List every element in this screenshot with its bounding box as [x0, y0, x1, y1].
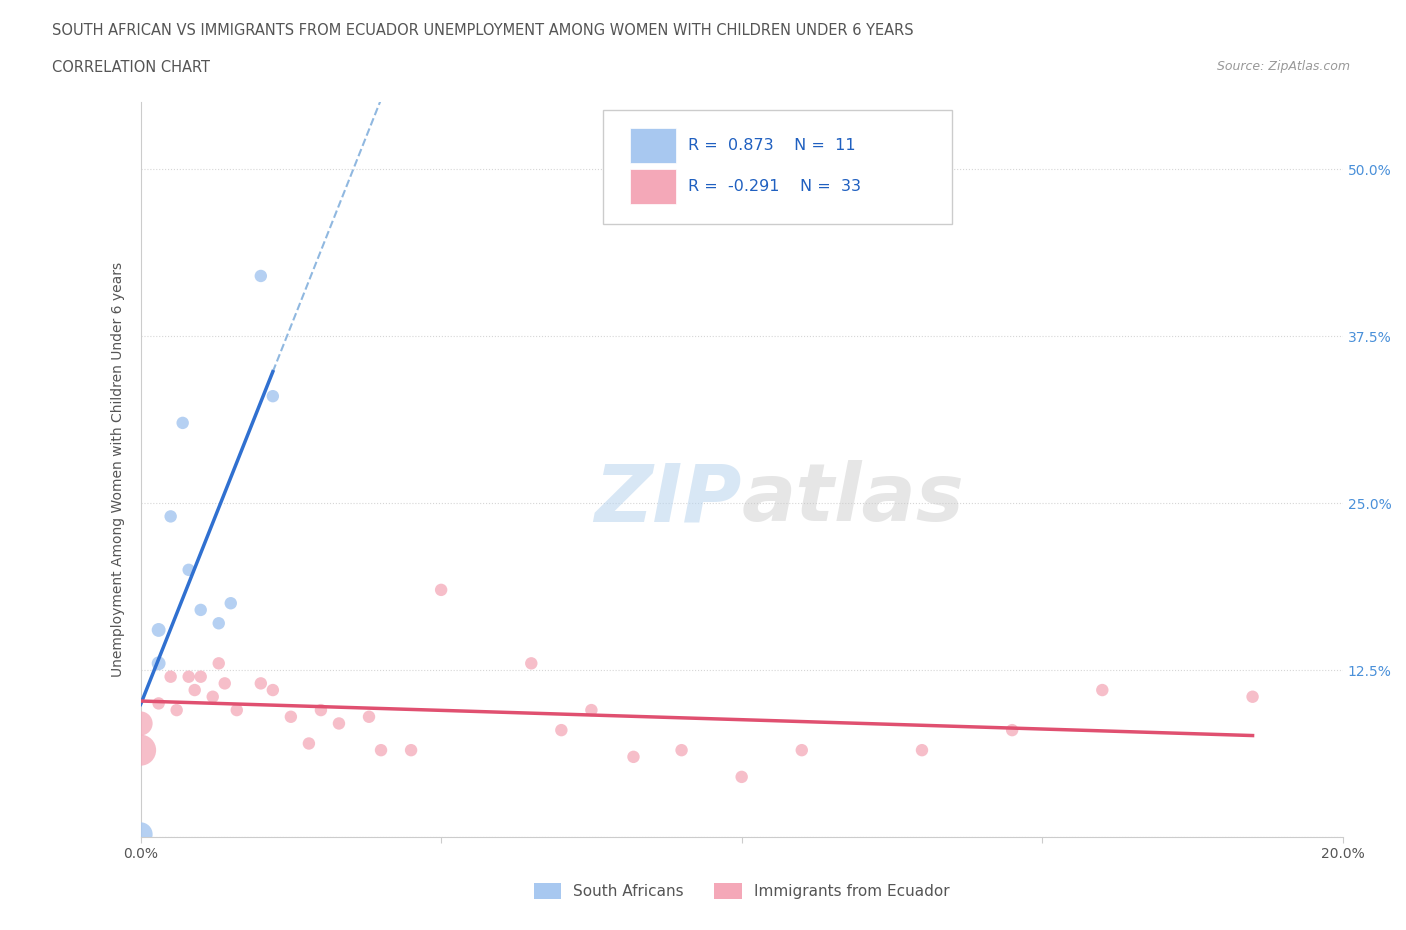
Point: [201, 689, 224, 704]
Point: [172, 416, 194, 431]
Text: Source: ZipAtlas.com: Source: ZipAtlas.com: [1216, 60, 1350, 73]
Point: [370, 743, 392, 758]
Point: [208, 656, 231, 671]
FancyBboxPatch shape: [603, 110, 952, 223]
Legend: South Africans, Immigrants from Ecuador: South Africans, Immigrants from Ecuador: [533, 884, 950, 899]
Point: [280, 710, 302, 724]
Point: [262, 683, 284, 698]
Point: [177, 670, 200, 684]
Point: [159, 670, 181, 684]
Point: [214, 676, 236, 691]
Text: SOUTH AFRICAN VS IMMIGRANTS FROM ECUADOR UNEMPLOYMENT AMONG WOMEN WITH CHILDREN : SOUTH AFRICAN VS IMMIGRANTS FROM ECUADOR…: [52, 23, 914, 38]
Text: ZIP: ZIP: [595, 460, 742, 538]
Point: [520, 656, 543, 671]
Point: [190, 603, 212, 618]
Point: [581, 703, 603, 718]
Point: [166, 703, 188, 718]
Point: [1091, 683, 1114, 698]
Point: [250, 269, 273, 284]
Point: [129, 827, 152, 842]
Point: [298, 736, 321, 751]
Point: [550, 723, 572, 737]
Point: [399, 743, 422, 758]
Point: [911, 743, 934, 758]
Point: [159, 509, 181, 524]
Point: [148, 696, 170, 711]
Point: [430, 582, 453, 597]
Point: [1241, 689, 1264, 704]
Bar: [630, 128, 675, 164]
Point: [1001, 723, 1024, 737]
Point: [671, 743, 693, 758]
Point: [190, 670, 212, 684]
Point: [177, 563, 200, 578]
Text: atlas: atlas: [742, 460, 965, 538]
Point: [731, 769, 754, 784]
Text: R =  0.873    N =  11: R = 0.873 N = 11: [688, 139, 855, 153]
Y-axis label: Unemployment Among Women with Children Under 6 years: Unemployment Among Women with Children U…: [111, 262, 125, 677]
Bar: [630, 169, 675, 205]
Point: [148, 622, 170, 637]
Point: [129, 716, 152, 731]
Point: [328, 716, 350, 731]
Point: [309, 703, 332, 718]
Text: CORRELATION CHART: CORRELATION CHART: [52, 60, 209, 75]
Point: [225, 703, 247, 718]
Point: [357, 710, 380, 724]
Point: [623, 750, 645, 764]
Point: [129, 743, 152, 758]
Point: [790, 743, 813, 758]
Point: [250, 676, 273, 691]
Point: [183, 683, 205, 698]
Point: [208, 616, 231, 631]
Point: [262, 389, 284, 404]
Point: [148, 656, 170, 671]
Point: [219, 596, 242, 611]
Text: R =  -0.291    N =  33: R = -0.291 N = 33: [688, 179, 860, 194]
